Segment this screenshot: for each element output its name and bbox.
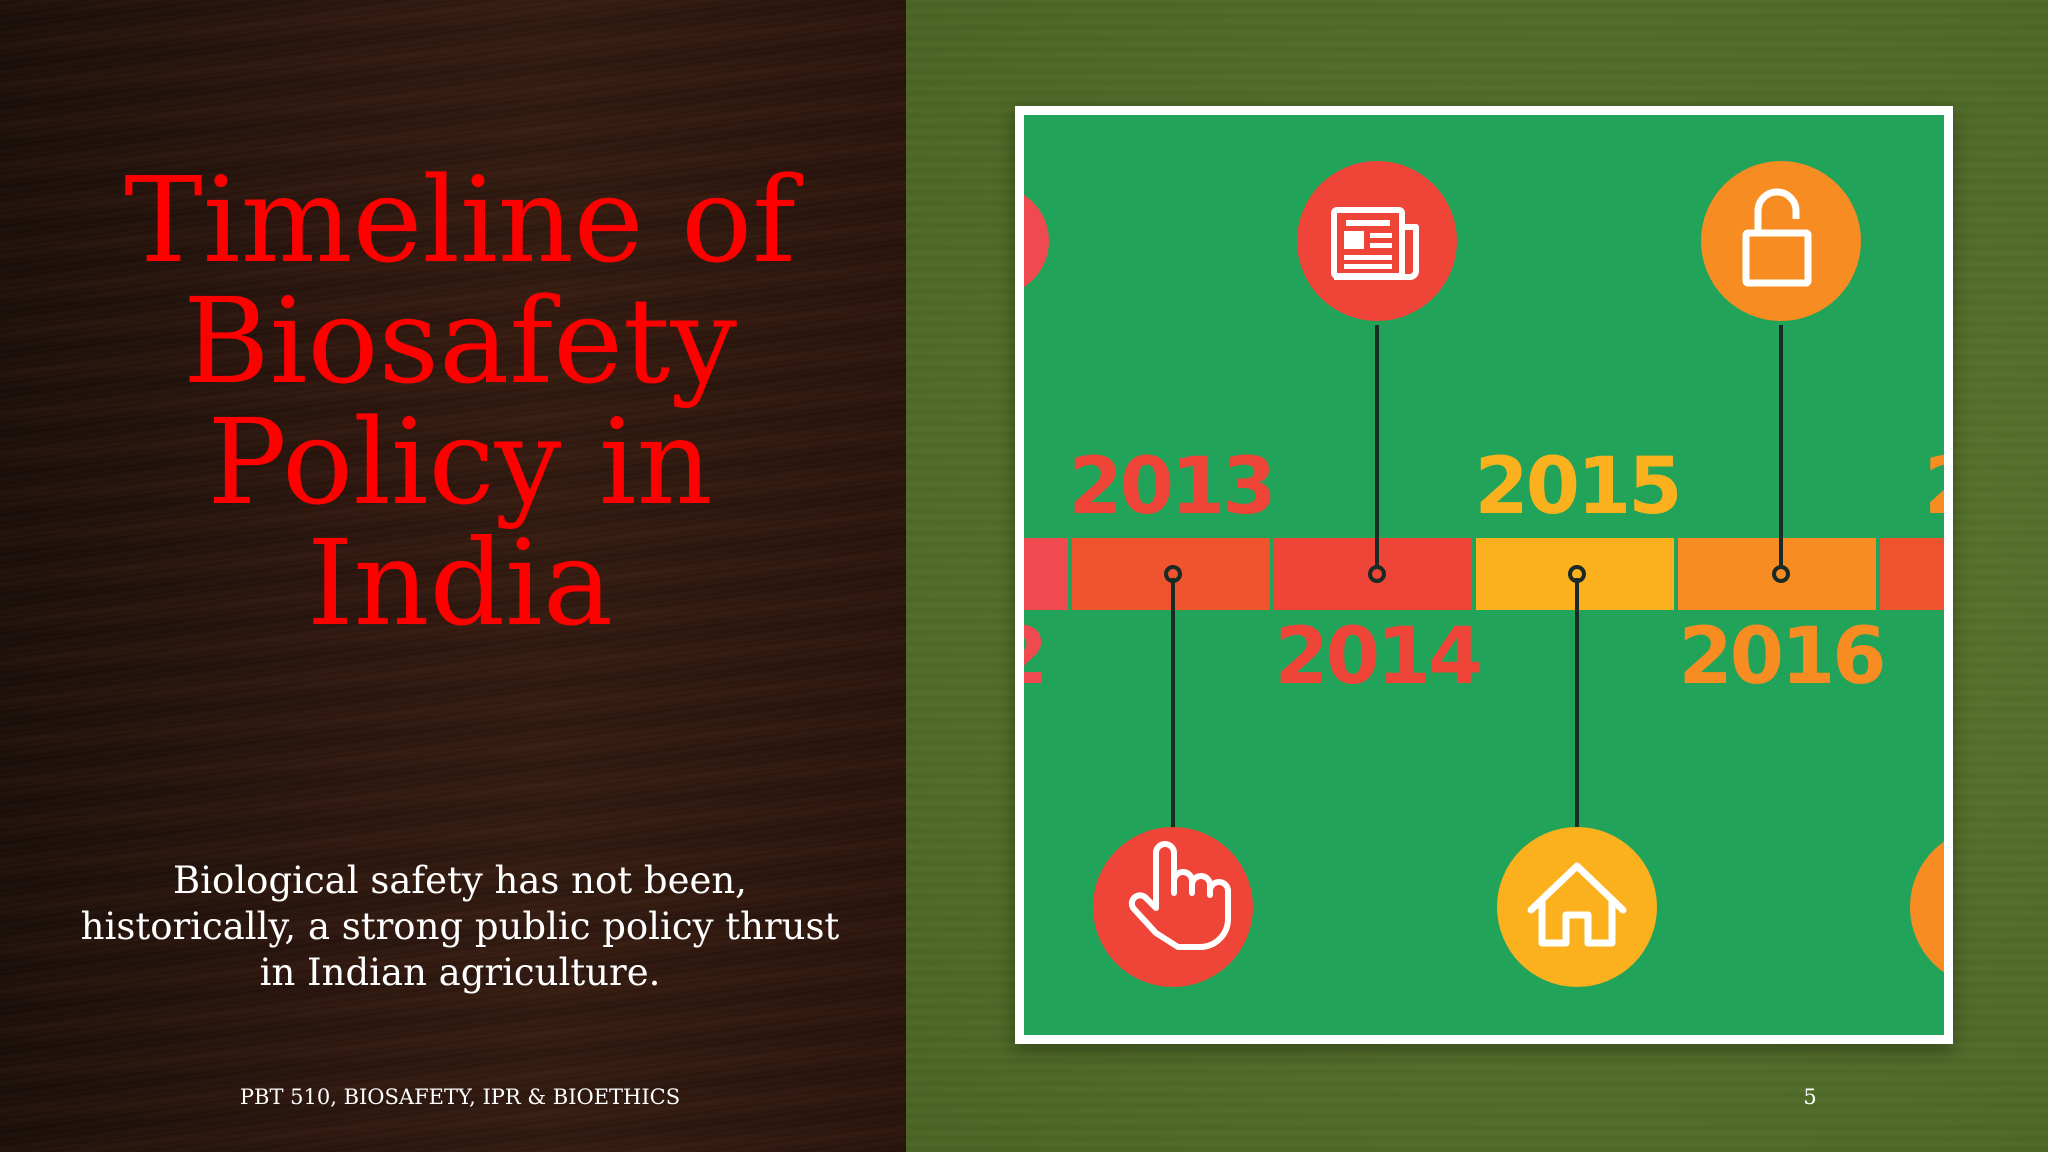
partial-circle-icon (1910, 841, 1944, 973)
slide-title: Timeline of Biosafety Policy in India (124, 151, 796, 652)
hand-pointer-icon (1093, 827, 1253, 987)
timeline-image-frame: 2013 2015 2 2 2014 2016 (1015, 106, 1953, 1044)
timeline-image: 2013 2015 2 2 2014 2016 (1024, 115, 1944, 1035)
timeline-bar (1024, 538, 1944, 610)
home-icon (1497, 827, 1657, 987)
partial-circle-icon (1024, 194, 1049, 288)
page-number: 5 (1803, 1085, 1817, 1109)
year-label: 2014 (1274, 612, 1479, 702)
connector-lines (1171, 325, 1783, 841)
year-label: 2 (1024, 612, 1045, 702)
connector-dots (1164, 565, 1790, 583)
left-panel (0, 0, 906, 1152)
year-label: 2013 (1068, 442, 1273, 532)
year-label: 2 (1924, 442, 1944, 532)
slide-footer: PBT 510, BIOSAFETY, IPR & BIOETHICS (239, 1085, 681, 1109)
slide-subtitle: Biological safety has not been, historic… (80, 859, 840, 994)
newspaper-icon (1297, 161, 1457, 321)
year-label: 2016 (1678, 612, 1883, 702)
year-label: 2015 (1474, 442, 1679, 532)
unlock-icon (1701, 161, 1861, 321)
